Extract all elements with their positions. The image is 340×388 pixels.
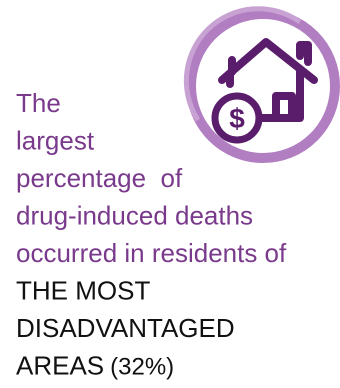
icon: $ (183, 6, 340, 163)
text-line: drug-induced deaths (16, 201, 253, 231)
text-line: largest (16, 126, 95, 156)
ring-stroke (183, 6, 302, 122)
ring (186, 9, 340, 163)
text-line: The (16, 88, 61, 118)
highlight-line: AREAS (16, 351, 104, 381)
text-line: occurred in residents of (16, 238, 287, 268)
text-block: The largest percentage of drug-induced deat… (16, 88, 287, 381)
percent: (32%) (110, 354, 174, 381)
highlight-line: THE MOST (16, 276, 150, 306)
dollar-sign: $ (229, 103, 245, 134)
highlight-line: DISADVANTAGED (16, 313, 235, 343)
house (218, 38, 318, 122)
coin (211, 92, 263, 144)
text-line: percentage of (16, 163, 183, 193)
